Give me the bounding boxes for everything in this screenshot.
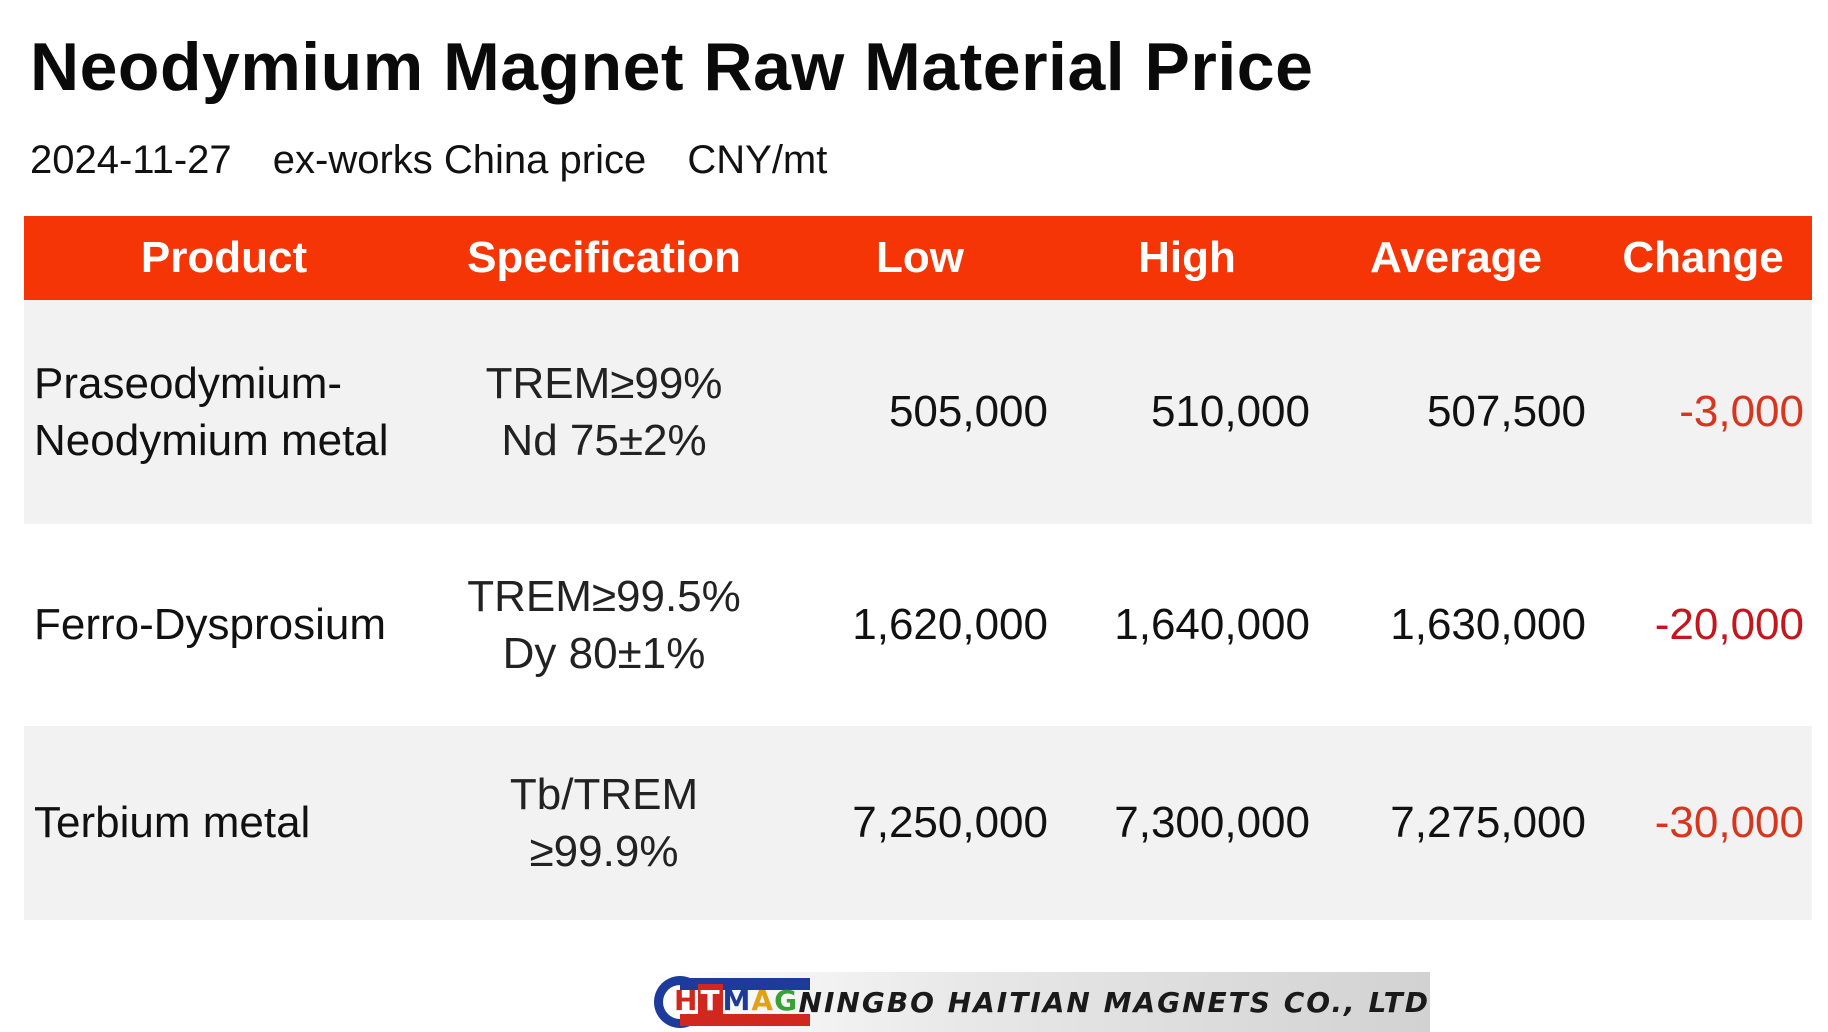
low-price-cell: 7,250,000 (852, 798, 1048, 847)
logo-letter: M (722, 984, 752, 1017)
product-name-line: Praseodymium- (34, 358, 343, 408)
average-price-cell: 7,275,000 (1390, 798, 1586, 847)
product-name-line: Neodymium metal (34, 416, 389, 465)
table-row: Ferro-Dysprosium TREM≥99.5% Dy 80±1% 1,6… (24, 524, 1812, 726)
product-cell: Ferro-Dysprosium (24, 524, 424, 726)
price-unit: CNY/mt (687, 138, 828, 182)
high-price-cell: 510,000 (1150, 387, 1310, 436)
htmag-logo-icon: HTMAG (654, 974, 810, 1030)
subtitle: 2024-11-27 ex-works China price CNY/mt (30, 138, 857, 183)
product-name-line: Ferro-Dysprosium (34, 600, 387, 650)
spec-line: Dy 80±1% (502, 629, 706, 678)
price-table: Product Specification Low High Average C… (24, 216, 1812, 920)
company-logo: HTMAG NINGBO HAITIAN MAGNETS CO., LTD (652, 972, 1430, 1032)
column-header-average: Average (1369, 233, 1543, 282)
logo-letter: H (674, 984, 699, 1017)
spec-line: TREM≥99% (485, 358, 723, 408)
price-basis: ex-works China price (272, 138, 647, 182)
column-header-specification: Specification (467, 233, 741, 282)
high-price-cell: 7,300,000 (1114, 798, 1310, 847)
change-cell: -20,000 (1654, 600, 1804, 649)
low-price-cell: 505,000 (888, 387, 1048, 436)
column-header-high: High (1138, 233, 1236, 282)
spec-line: ≥99.9% (529, 827, 679, 876)
average-price-cell: 507,500 (1426, 387, 1586, 436)
change-cell: -30,000 (1654, 798, 1804, 847)
average-price-cell: 1,630,000 (1390, 600, 1586, 649)
price-date: 2024-11-27 (30, 138, 232, 182)
specification-cell: TREM≥99.5% Dy 80±1% (424, 524, 784, 726)
company-name: NINGBO HAITIAN MAGNETS CO., LTD (798, 985, 1430, 1019)
low-price-cell: 1,620,000 (852, 600, 1048, 649)
product-name-line: Terbium metal (34, 798, 311, 848)
column-header-change: Change (1622, 233, 1784, 282)
logo-letter: G (774, 984, 799, 1017)
product-cell: Praseodymium- Neodymium metal (24, 300, 424, 524)
table-header: Product Specification Low High Average C… (24, 216, 1812, 300)
column-header-product: Product (140, 233, 308, 282)
column-header-low: Low (876, 233, 964, 282)
spec-line: Nd 75±2% (501, 416, 707, 465)
high-price-cell: 1,640,000 (1114, 600, 1310, 649)
specification-cell: Tb/TREM ≥99.9% (424, 726, 784, 920)
product-cell: Terbium metal (24, 726, 424, 920)
logo-letter: T (698, 984, 723, 1017)
table-row: Terbium metal Tb/TREM ≥99.9% 7,250,000 7… (24, 726, 1812, 920)
spec-line: TREM≥99.5% (467, 571, 741, 621)
specification-cell: TREM≥99% Nd 75±2% (424, 300, 784, 524)
change-cell: -3,000 (1679, 387, 1804, 436)
spec-line: Tb/TREM (509, 769, 699, 819)
page-title: Neodymium Magnet Raw Material Price (30, 29, 1314, 105)
logo-letter: A (751, 984, 775, 1017)
table-row: Praseodymium- Neodymium metal TREM≥99% N… (24, 300, 1812, 524)
